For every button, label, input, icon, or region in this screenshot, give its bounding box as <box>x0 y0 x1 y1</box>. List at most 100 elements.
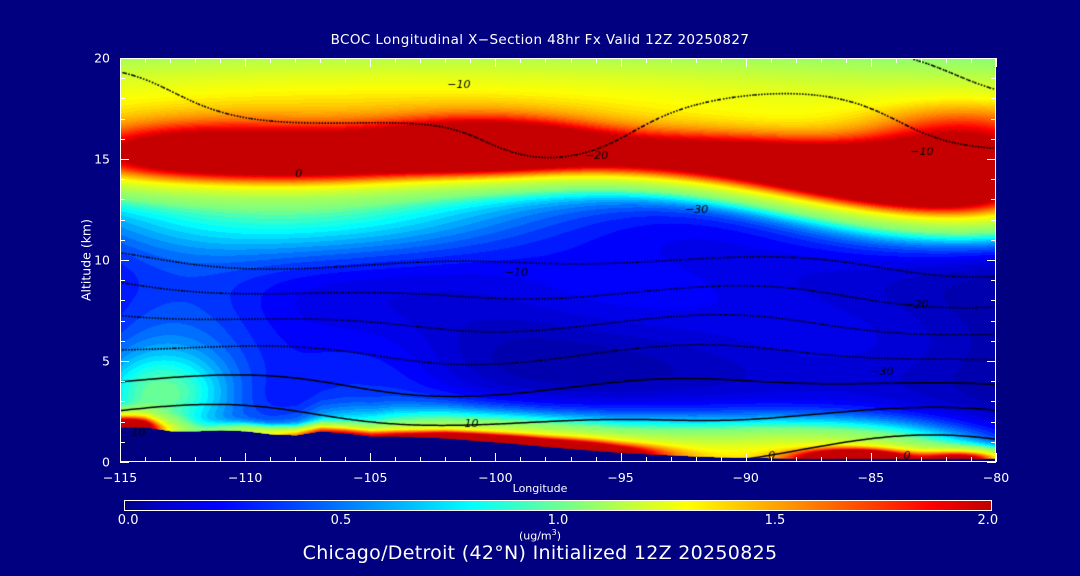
x-tick-top <box>996 58 997 67</box>
colorbar-unit-label: (ug/m3) <box>518 528 562 543</box>
y-minor-tick <box>120 219 125 221</box>
y-minor-tick <box>120 340 125 342</box>
y-tick-label: 10 <box>94 252 110 268</box>
x-major-tick <box>120 453 121 462</box>
x-tick-top <box>470 58 472 63</box>
x-tick-top <box>945 58 947 63</box>
chart-title: BCOC Longitudinal X−Section 48hr Fx Vali… <box>330 32 750 48</box>
y-tick-right <box>991 300 996 302</box>
y-major-tick <box>120 260 129 261</box>
x-minor-tick <box>195 457 197 462</box>
x-tick-top <box>195 58 197 63</box>
y-tick-label: 20 <box>94 50 110 66</box>
y-minor-tick <box>120 239 125 241</box>
x-tick-top <box>320 58 322 63</box>
x-tick-label: −85 <box>857 470 885 485</box>
x-tick-label: −115 <box>102 470 138 485</box>
x-major-tick <box>245 453 247 462</box>
x-tick-top <box>970 58 972 63</box>
y-tick-right <box>991 138 996 140</box>
y-tick-right <box>987 159 996 160</box>
y-tick-label: 15 <box>94 151 110 167</box>
x-tick-top <box>795 58 797 63</box>
x-tick-label: −90 <box>732 470 759 485</box>
x-tick-top <box>520 58 522 63</box>
y-minor-tick <box>120 421 125 423</box>
x-minor-tick <box>395 457 397 462</box>
x-tick-top <box>220 58 222 63</box>
y-minor-tick <box>120 401 125 403</box>
colorbar-tick-label: 1.0 <box>547 513 569 528</box>
y-tick-right <box>991 219 996 221</box>
x-major-tick <box>370 453 372 462</box>
y-minor-tick <box>120 138 125 140</box>
x-minor-tick <box>970 457 972 462</box>
x-tick-label: −105 <box>353 470 388 485</box>
x-minor-tick <box>845 457 847 462</box>
y-minor-tick <box>120 199 125 201</box>
x-tick-top <box>745 58 747 67</box>
y-tick-right <box>991 98 996 100</box>
x-minor-tick <box>695 457 697 462</box>
colorbar-tick-label: 0.0 <box>117 513 139 528</box>
x-tick-top <box>670 58 672 63</box>
x-tick-top <box>445 58 447 63</box>
x-tick-top <box>170 58 172 63</box>
y-tick-right <box>987 462 996 463</box>
x-tick-top <box>870 58 872 67</box>
x-tick-top <box>770 58 772 63</box>
y-tick-right <box>991 381 996 383</box>
x-tick-top <box>895 58 897 63</box>
x-minor-tick <box>670 457 672 462</box>
y-minor-tick <box>120 320 125 322</box>
x-tick-top <box>570 58 572 63</box>
y-tick-right <box>991 320 996 322</box>
x-minor-tick <box>445 457 447 462</box>
x-tick-top <box>270 58 272 63</box>
plot-area <box>120 58 996 462</box>
x-tick-top <box>370 58 372 67</box>
y-tick-right <box>991 401 996 403</box>
y-axis-title: Altitude (km) <box>78 219 94 301</box>
x-tick-top <box>545 58 547 63</box>
x-tick-top <box>120 58 121 67</box>
y-tick-right <box>991 199 996 201</box>
y-minor-tick <box>120 118 125 120</box>
x-minor-tick <box>820 457 822 462</box>
x-major-tick <box>870 453 872 462</box>
x-major-tick <box>996 453 997 462</box>
y-tick-right <box>991 280 996 282</box>
y-minor-tick <box>120 280 125 282</box>
y-tick-right <box>987 58 996 59</box>
x-tick-top <box>645 58 647 63</box>
x-minor-tick <box>645 457 647 462</box>
x-minor-tick <box>720 457 722 462</box>
y-major-tick <box>120 361 129 362</box>
figure-caption: Chicago/Detroit (42°N) Initialized 12Z 2… <box>302 542 778 564</box>
y-major-tick <box>120 159 129 160</box>
x-tick-label: −80 <box>982 470 1010 485</box>
x-tick-label: −110 <box>227 470 263 485</box>
y-tick-right <box>987 361 996 362</box>
y-minor-tick <box>120 441 125 443</box>
x-tick-top <box>920 58 922 63</box>
contour-labels <box>121 59 995 461</box>
x-tick-top <box>720 58 722 63</box>
y-minor-tick <box>120 179 125 181</box>
x-tick-top <box>245 58 247 67</box>
y-tick-right <box>991 421 996 423</box>
x-minor-tick <box>945 457 947 462</box>
x-minor-tick <box>895 457 897 462</box>
x-minor-tick <box>470 457 472 462</box>
y-minor-tick <box>120 78 125 80</box>
x-tick-label: −100 <box>478 470 513 485</box>
x-major-tick <box>495 453 497 462</box>
colorbar-tick-label: 2.0 <box>977 513 999 528</box>
x-tick-top <box>495 58 497 67</box>
x-tick-top <box>345 58 347 63</box>
x-major-tick <box>745 453 747 462</box>
x-minor-tick <box>170 457 172 462</box>
y-tick-right <box>991 179 996 181</box>
y-tick-right <box>991 441 996 443</box>
x-tick-top <box>845 58 847 63</box>
